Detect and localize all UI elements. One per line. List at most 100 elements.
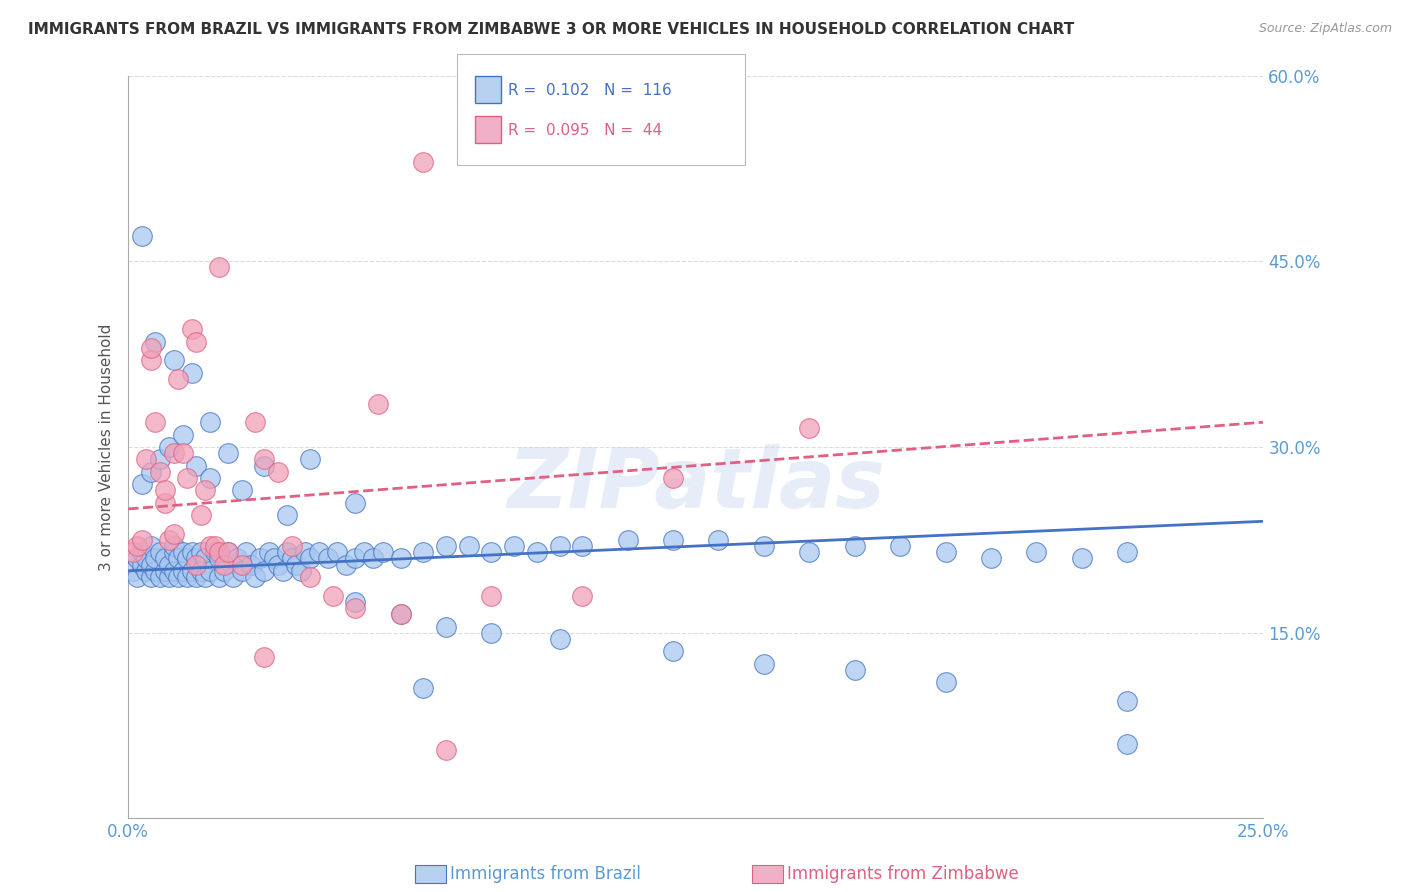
Point bbox=[139, 465, 162, 479]
Point bbox=[344, 595, 367, 609]
Text: IMMIGRANTS FROM BRAZIL VS IMMIGRANTS FROM ZIMBABWE 3 OR MORE VEHICLES IN HOUSEHO: IMMIGRANTS FROM BRAZIL VS IMMIGRANTS FRO… bbox=[28, 22, 1074, 37]
Point bbox=[157, 440, 180, 454]
Point bbox=[190, 545, 212, 559]
Point bbox=[752, 657, 775, 671]
Point bbox=[353, 545, 375, 559]
Point bbox=[253, 458, 276, 473]
Point bbox=[139, 341, 162, 355]
Text: Immigrants from Zimbabwe: Immigrants from Zimbabwe bbox=[787, 865, 1019, 883]
Point bbox=[208, 551, 231, 566]
Point bbox=[707, 533, 730, 547]
Point bbox=[276, 508, 298, 522]
Point bbox=[186, 334, 208, 349]
Point bbox=[131, 545, 153, 559]
Point bbox=[799, 545, 821, 559]
Point bbox=[844, 539, 866, 553]
Text: Source: ZipAtlas.com: Source: ZipAtlas.com bbox=[1258, 22, 1392, 36]
Point bbox=[131, 558, 153, 572]
Point bbox=[139, 539, 162, 553]
Point bbox=[149, 545, 172, 559]
Point bbox=[371, 545, 394, 559]
Point bbox=[163, 564, 186, 578]
Point bbox=[153, 564, 176, 578]
Point bbox=[1116, 737, 1139, 751]
Point bbox=[363, 551, 385, 566]
Point bbox=[172, 545, 194, 559]
Point bbox=[290, 564, 312, 578]
Point bbox=[316, 551, 339, 566]
Point bbox=[121, 545, 143, 559]
Point bbox=[149, 452, 172, 467]
Point bbox=[180, 366, 202, 380]
Y-axis label: 3 or more Vehicles in Household: 3 or more Vehicles in Household bbox=[100, 323, 114, 571]
Point bbox=[662, 471, 685, 485]
Point bbox=[198, 471, 221, 485]
Point bbox=[344, 496, 367, 510]
Point bbox=[190, 508, 212, 522]
Point bbox=[344, 601, 367, 615]
Point bbox=[434, 743, 457, 757]
Point bbox=[481, 625, 503, 640]
Point bbox=[253, 564, 276, 578]
Point bbox=[662, 533, 685, 547]
Point bbox=[335, 558, 357, 572]
Point bbox=[163, 353, 186, 368]
Point bbox=[226, 551, 249, 566]
Point bbox=[571, 589, 593, 603]
Point bbox=[980, 551, 1002, 566]
Point bbox=[180, 322, 202, 336]
Point bbox=[481, 589, 503, 603]
Point bbox=[322, 589, 344, 603]
Point bbox=[153, 496, 176, 510]
Point bbox=[217, 446, 239, 460]
Point bbox=[221, 570, 243, 584]
Point bbox=[434, 539, 457, 553]
Point bbox=[548, 539, 571, 553]
Point bbox=[1025, 545, 1047, 559]
Point bbox=[616, 533, 638, 547]
Point bbox=[503, 539, 526, 553]
Point bbox=[389, 607, 412, 622]
Point bbox=[231, 564, 253, 578]
Point bbox=[253, 452, 276, 467]
Point bbox=[190, 564, 212, 578]
Point bbox=[571, 539, 593, 553]
Point bbox=[434, 619, 457, 633]
Point bbox=[176, 570, 198, 584]
Point bbox=[121, 564, 143, 578]
Point bbox=[412, 681, 434, 696]
Point bbox=[194, 570, 217, 584]
Point bbox=[267, 558, 290, 572]
Point bbox=[149, 570, 172, 584]
Point bbox=[267, 465, 290, 479]
Point bbox=[135, 452, 157, 467]
Point bbox=[208, 260, 231, 275]
Point bbox=[180, 545, 202, 559]
Point bbox=[198, 539, 221, 553]
Point bbox=[367, 397, 389, 411]
Point bbox=[280, 539, 302, 553]
Point bbox=[145, 564, 167, 578]
Point bbox=[662, 644, 685, 658]
Point bbox=[172, 564, 194, 578]
Point bbox=[149, 465, 172, 479]
Point bbox=[249, 551, 271, 566]
Point bbox=[167, 551, 190, 566]
Text: R =  0.095   N =  44: R = 0.095 N = 44 bbox=[508, 123, 662, 138]
Point bbox=[934, 675, 956, 690]
Point bbox=[389, 551, 412, 566]
Point bbox=[145, 415, 167, 429]
Point bbox=[180, 564, 202, 578]
Point bbox=[127, 539, 149, 553]
Point bbox=[194, 483, 217, 498]
Point bbox=[239, 558, 262, 572]
Point bbox=[127, 570, 149, 584]
Point bbox=[799, 421, 821, 435]
Point bbox=[285, 558, 308, 572]
Point bbox=[208, 570, 231, 584]
Point bbox=[186, 558, 208, 572]
Point bbox=[135, 564, 157, 578]
Point bbox=[231, 558, 253, 572]
Point bbox=[271, 564, 294, 578]
Point bbox=[163, 545, 186, 559]
